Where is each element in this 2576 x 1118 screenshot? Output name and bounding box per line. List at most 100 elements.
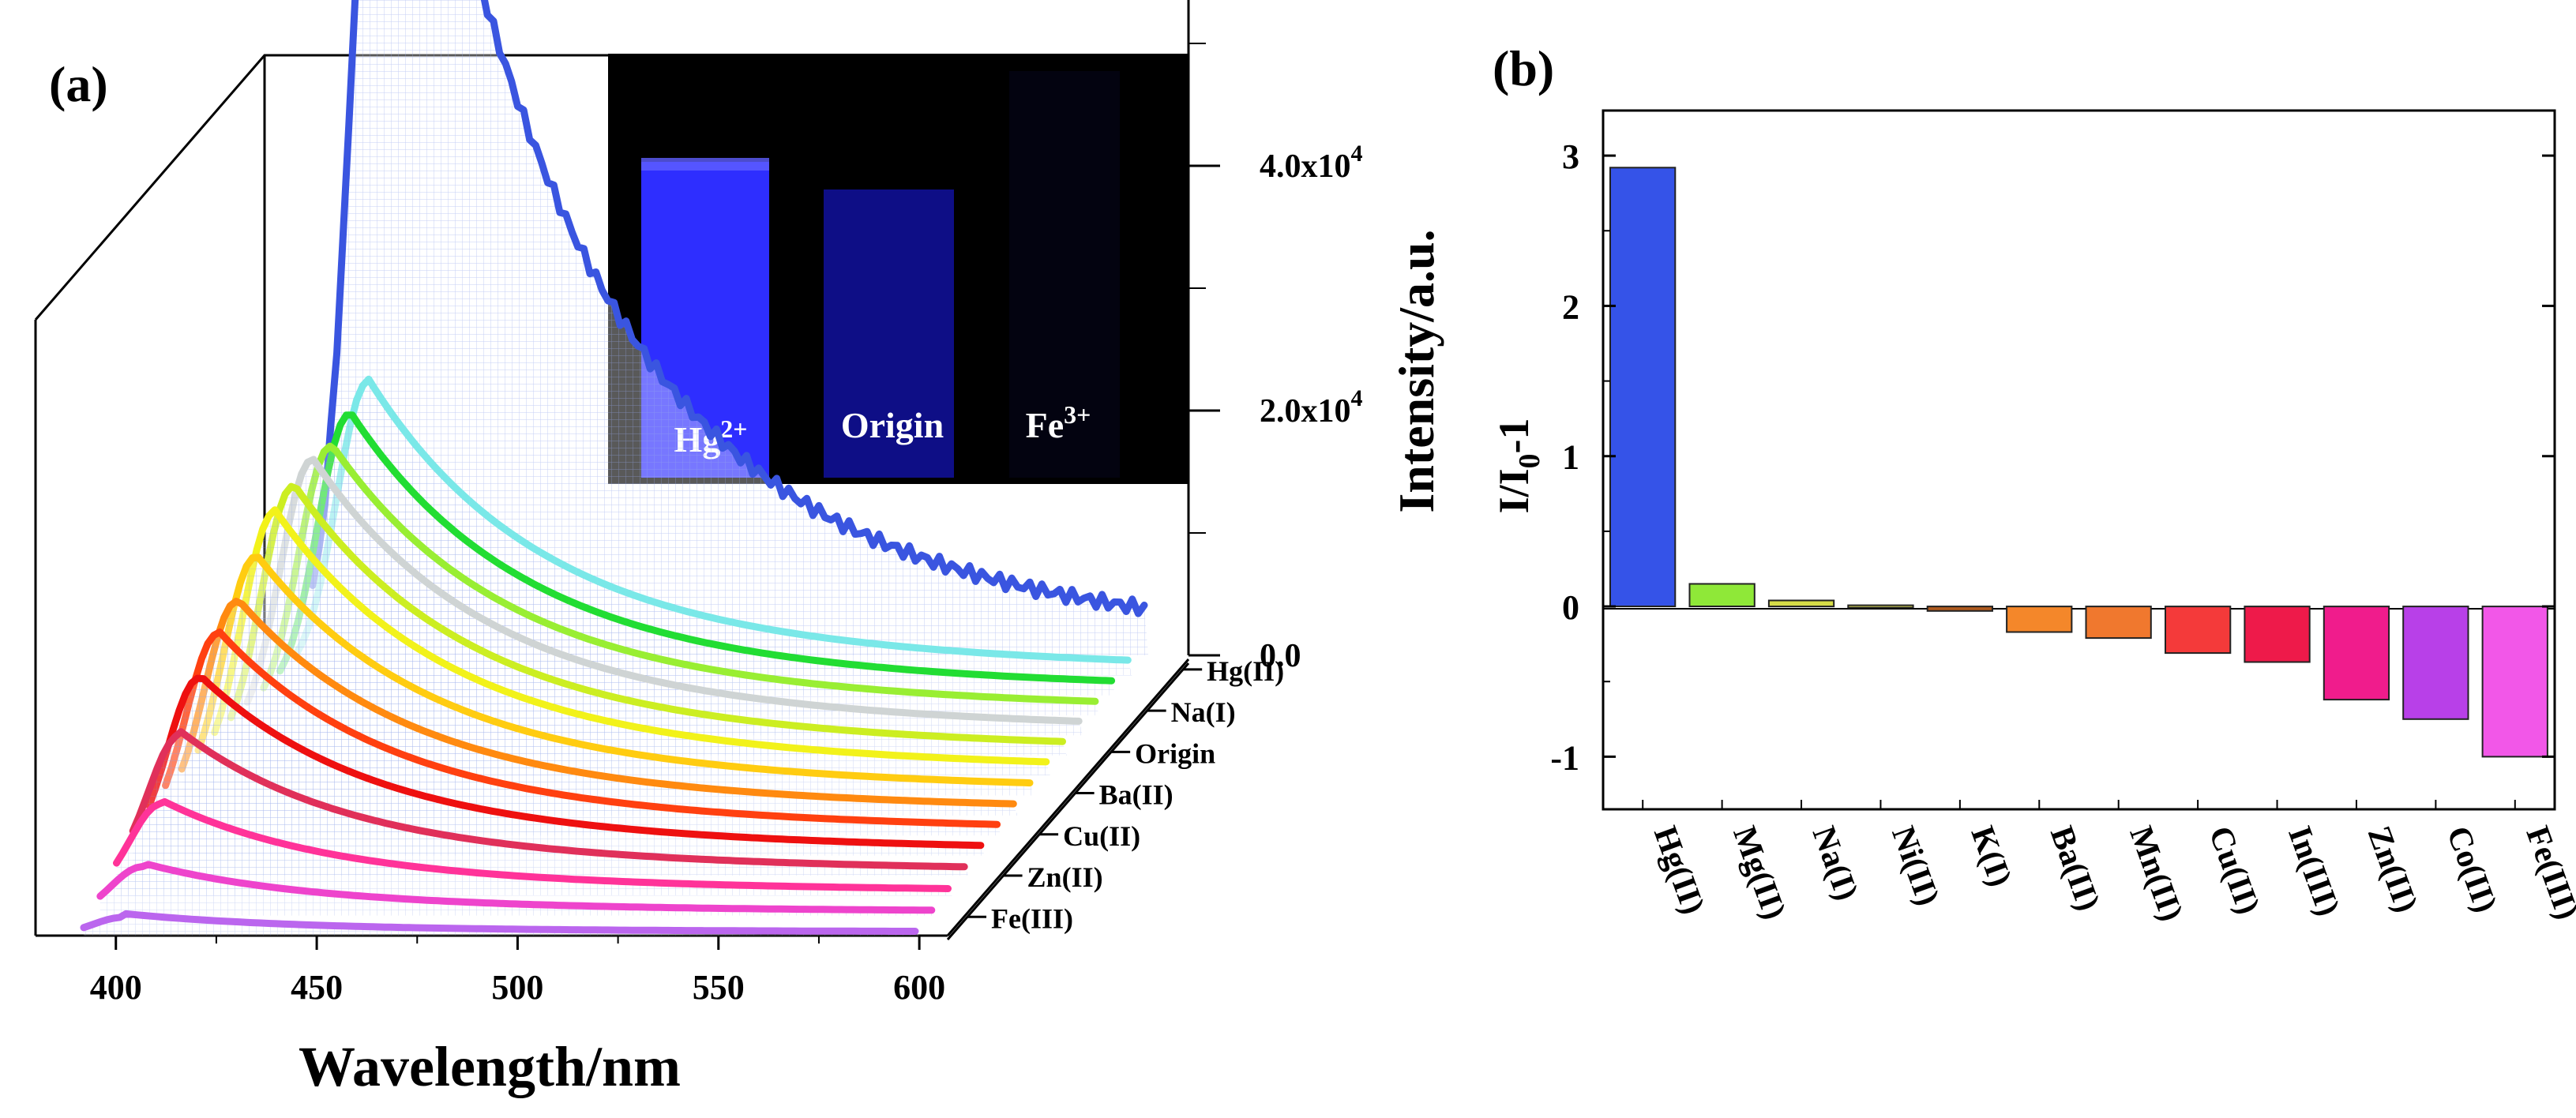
spectra-series	[80, 0, 1149, 936]
x-tick-label: 500	[491, 968, 543, 1007]
ridge-fade	[133, 731, 969, 876]
x-tick-label-In(III): In(III)	[2281, 822, 2346, 921]
depth-axis-line	[946, 662, 1190, 940]
series-line-Mg(II)	[292, 375, 1132, 664]
x-tick-labels-b: Hg(II) Mg(II) Na(I) Ni(II) K(I) Ba(II) Mn(II) C…	[1642, 800, 2576, 926]
y-axis-label: Intensity/a.u.	[1388, 229, 1444, 512]
bar-Zn(II)	[2323, 606, 2390, 701]
inset-label: Fe	[1026, 405, 1065, 445]
x-tick-label-Fe(III): Fe(III)	[2518, 822, 2576, 925]
series-line-Na(I)	[276, 411, 1116, 685]
x-tick-label-Zn(II): Zn(II)	[2360, 822, 2425, 917]
bar-Fe(III)	[2481, 606, 2548, 758]
series-line-Fe(III)	[113, 797, 952, 892]
series-line-Origin	[243, 456, 1083, 725]
inset-vial-origin	[824, 189, 954, 478]
x-axis: 400 450 500 550 600	[90, 936, 945, 1007]
series-line-K(I)	[227, 482, 1066, 745]
x-tick-label: 450	[291, 968, 343, 1007]
y-tick-label-b: 0	[1562, 588, 1579, 627]
depth-tick-label: Fe(III)	[991, 902, 1073, 934]
bar-Co(II)	[2402, 606, 2469, 720]
y-label-sub: 0	[1513, 453, 1546, 468]
y-tick-mant: 4.0x10	[1260, 148, 1351, 185]
ridge-fill	[116, 801, 952, 896]
ridge-fade	[313, 0, 1149, 655]
x-tick-label-Mn(II): Mn(II)	[2122, 822, 2190, 926]
x-tick-label-Ba(II): Ba(II)	[2043, 822, 2107, 916]
depth-tick-label: Ba(II)	[1099, 779, 1173, 811]
series-line-Blank	[96, 861, 936, 914]
series-line-Co(II)	[145, 674, 985, 850]
y-tick-label-b: -1	[1550, 738, 1579, 777]
panel-b-label: (b)	[1493, 40, 1554, 96]
ridge-fill	[84, 914, 920, 936]
y-tick-label: 2.0x104	[1260, 385, 1363, 430]
y-tick-label-b: 1	[1562, 438, 1579, 477]
y-tick-exp: 4	[1351, 141, 1363, 167]
ridge-fill	[100, 864, 936, 916]
inset-label-sup: 2+	[720, 415, 747, 443]
y-tick-label-b: 3	[1562, 137, 1579, 176]
ridge-fill	[148, 678, 985, 856]
depth-tick-label: Cu(II)	[1063, 820, 1140, 852]
inset-vial-fe	[1009, 71, 1120, 478]
series-line-Zn(II)	[129, 728, 968, 871]
depth-tick-label: Na(I)	[1171, 696, 1236, 728]
series-line-Ba(II)	[194, 553, 1034, 787]
y-tick-exp: 4	[1351, 385, 1363, 411]
x-tick-label: 550	[693, 968, 745, 1007]
series-line-Base	[80, 910, 919, 935]
y-tick-label-b: 2	[1562, 287, 1579, 326]
ridge-fill	[313, 0, 1149, 655]
y-axis-label-b: I/I0-1	[1490, 418, 1546, 513]
bar-Ni(II)	[1847, 604, 1914, 609]
y-label-part: -1	[1490, 418, 1538, 453]
y-tick-label: 0.0	[1260, 638, 1301, 674]
depth-tick-label: Origin	[1135, 737, 1215, 769]
panel-a-label: (a)	[49, 56, 108, 112]
x-tick-label-Na(I): Na(I)	[1805, 822, 1865, 906]
ridge-fade	[148, 678, 985, 856]
bar-Na(I)	[1767, 599, 1835, 608]
ridge-fade	[116, 801, 952, 896]
inset-label-sup: 3+	[1064, 400, 1091, 429]
bar-K(I)	[1926, 606, 1993, 612]
x-tick-label-Cu(II): Cu(II)	[2202, 822, 2266, 919]
depth-tick-label: Hg(II)	[1207, 655, 1284, 687]
x-tick-label: 400	[90, 968, 142, 1007]
x-tick-label: 600	[893, 968, 945, 1007]
series-line-Mn(II)	[211, 506, 1050, 766]
bar-series	[1609, 167, 2548, 758]
y-tick-mant: 0.0	[1260, 638, 1301, 674]
inset-label: Origin	[841, 405, 944, 445]
series-line-In(III)	[178, 598, 1017, 808]
bar-Cu(II)	[2165, 606, 2232, 655]
bar-In(III)	[2244, 606, 2311, 663]
bar-Mn(II)	[2085, 606, 2152, 640]
bar-Hg(II)	[1609, 167, 1677, 608]
plot-frame	[1602, 109, 2556, 811]
y-label-part: I/I	[1490, 468, 1538, 513]
ridge-fill	[133, 731, 969, 876]
depth-axis: Hg(II) Na(I) Origin Ba(II) Cu(II) Zn(II) Fe(II…	[946, 655, 1284, 940]
bar-Ba(II)	[2006, 606, 2073, 633]
x-tick-label-Mg(II): Mg(II)	[1725, 822, 1793, 925]
y-axis-b: -1 0 1 2 3	[1550, 137, 2555, 777]
x-tick-label-K(I): K(I)	[1963, 822, 2018, 891]
bar-Mg(II)	[1688, 583, 1756, 607]
series-line-Hg(II)	[309, 0, 1148, 617]
x-axis-label: Wavelength/nm	[299, 1035, 681, 1098]
ridge-fade	[100, 864, 936, 916]
x-tick-label-Ni(II): Ni(II)	[1884, 822, 1946, 910]
series-line-Ni(II)	[260, 442, 1099, 705]
x-tick-label-Hg(II): Hg(II)	[1647, 822, 1711, 919]
y-tick-label: 4.0x104	[1260, 141, 1363, 185]
depth-tick-label: Zn(II)	[1027, 861, 1103, 893]
